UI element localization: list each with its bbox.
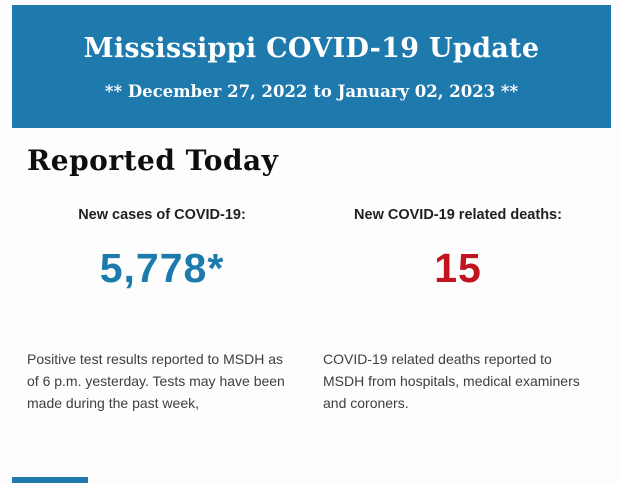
stat-value-new-cases: 5,778* xyxy=(99,245,225,291)
stat-label: New COVID-19 related deaths: xyxy=(354,207,562,223)
footer-banner-partial xyxy=(12,477,88,483)
stat-card-new-deaths: New COVID-19 related deaths: 15 COVID-19… xyxy=(323,207,593,414)
stats-grid: New cases of COVID-19: 5,778* Positive t… xyxy=(27,207,593,414)
banner-date-range: ** December 27, 2022 to January 02, 2023… xyxy=(104,81,519,101)
stat-value-new-deaths: 15 xyxy=(434,245,482,291)
report-section: Reported Today New cases of COVID-19: 5,… xyxy=(0,144,620,414)
section-heading: Reported Today xyxy=(27,144,279,177)
stat-description: Positive test results reported to MSDH a… xyxy=(27,351,285,411)
header-banner: Mississippi COVID-19 Update ** December … xyxy=(12,5,611,128)
banner-title: Mississippi COVID-19 Update xyxy=(83,32,540,64)
stat-label: New cases of COVID-19: xyxy=(78,207,246,223)
stat-card-new-cases: New cases of COVID-19: 5,778* Positive t… xyxy=(27,207,297,414)
stat-description: COVID-19 related deaths reported to MSDH… xyxy=(323,351,580,411)
